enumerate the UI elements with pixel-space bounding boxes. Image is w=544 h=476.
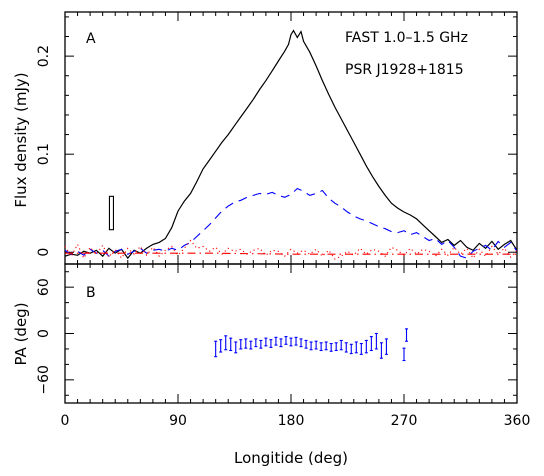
pa-data-point (284, 336, 288, 345)
pa-data-point (334, 342, 338, 352)
panel-b-x-tick-label: 180 (278, 413, 305, 429)
panel-a-ticks (64, 12, 518, 264)
pa-data-point (339, 339, 343, 351)
panel-b-tick-labels: 0 90 180 270 360 −60 0 60 (36, 278, 530, 429)
x-axis-label: Longitide (deg) (234, 449, 348, 467)
pa-data-point (254, 338, 258, 348)
pa-data-point (354, 341, 358, 354)
panel-b-y-axis-label: PA (deg) (12, 302, 30, 365)
pa-data-point (329, 342, 333, 352)
pa-data-point (264, 337, 268, 347)
pa-data-point (219, 339, 223, 353)
panel-a-y-tick-label: 0 (36, 248, 52, 257)
pa-data-point (244, 338, 248, 349)
pa-data-point (229, 337, 233, 352)
annotation-frequency: FAST 1.0–1.5 GHz (345, 30, 468, 46)
panel-b-x-tick-label: 360 (504, 413, 531, 429)
pa-data-point (369, 336, 373, 352)
pa-data-point (384, 338, 388, 355)
panel-b-position-angle: 0 90 180 270 360 −60 0 60 B PA (deg) Longitide … (12, 263, 530, 467)
pa-data-point (364, 339, 368, 354)
panel-b-letter: B (86, 285, 96, 301)
panel-b-y-tick-label: 60 (36, 278, 52, 296)
panel-a-y-tick-label: 0.2 (36, 45, 52, 67)
panel-a-flux-profile: 0 0.1 0.2 A FAST 1.0–1.5 GHz PSR J1928+181… (12, 11, 518, 265)
panel-b-x-tick-label: 90 (169, 413, 187, 429)
panel-a-letter: A (86, 31, 96, 47)
panel-a-series-dashdot (65, 252, 517, 255)
pa-data-point (294, 336, 298, 346)
panel-a-series-dashed (64, 187, 518, 259)
pa-data-point (344, 342, 348, 353)
pa-data-point (359, 342, 363, 355)
pa-data-point (249, 340, 253, 350)
pa-data-point (319, 342, 323, 352)
pa-data-point (289, 337, 293, 347)
panel-a-y-axis-label: Flux density (mJy) (12, 72, 30, 207)
pa-data-point (405, 328, 409, 342)
pa-data-point (299, 338, 303, 348)
pa-data-point (274, 336, 278, 346)
pa-data-point (309, 341, 313, 351)
panel-b-frame (64, 263, 518, 404)
panel-b-points-group (214, 328, 409, 362)
pa-data-point (402, 347, 406, 362)
pa-data-point (324, 341, 328, 351)
panel-b-x-tick-label: 270 (391, 413, 418, 429)
panel-a-series-dotted (64, 239, 518, 260)
panel-a-series-group (64, 29, 518, 260)
panel-b-ticks (64, 264, 518, 403)
pa-data-point (279, 338, 283, 348)
pa-data-point (259, 339, 263, 349)
pa-data-point (379, 342, 383, 359)
panel-b-x-tick-label: 0 (61, 413, 70, 429)
pa-data-point (239, 339, 243, 350)
pa-data-point (349, 343, 353, 355)
pa-data-point (314, 340, 318, 350)
pa-data-point (269, 339, 273, 348)
pa-data-point (374, 332, 378, 350)
panel-a-y-tick-label: 0.1 (36, 143, 52, 165)
panel-a-error-box (108, 195, 115, 231)
pa-data-point (224, 335, 228, 351)
panel-a-tick-labels: 0 0.1 0.2 (36, 45, 52, 257)
panel-b-y-tick-label: 0 (36, 329, 52, 338)
panel-a-frame (64, 11, 518, 265)
panel-a-error-box-group (108, 195, 115, 231)
pa-data-point (304, 339, 308, 349)
pa-data-point (214, 340, 218, 358)
panel-b-y-tick-label: −60 (36, 365, 52, 395)
pa-data-point (234, 341, 238, 354)
annotation-pulsar-name: PSR J1928+1815 (345, 62, 464, 78)
